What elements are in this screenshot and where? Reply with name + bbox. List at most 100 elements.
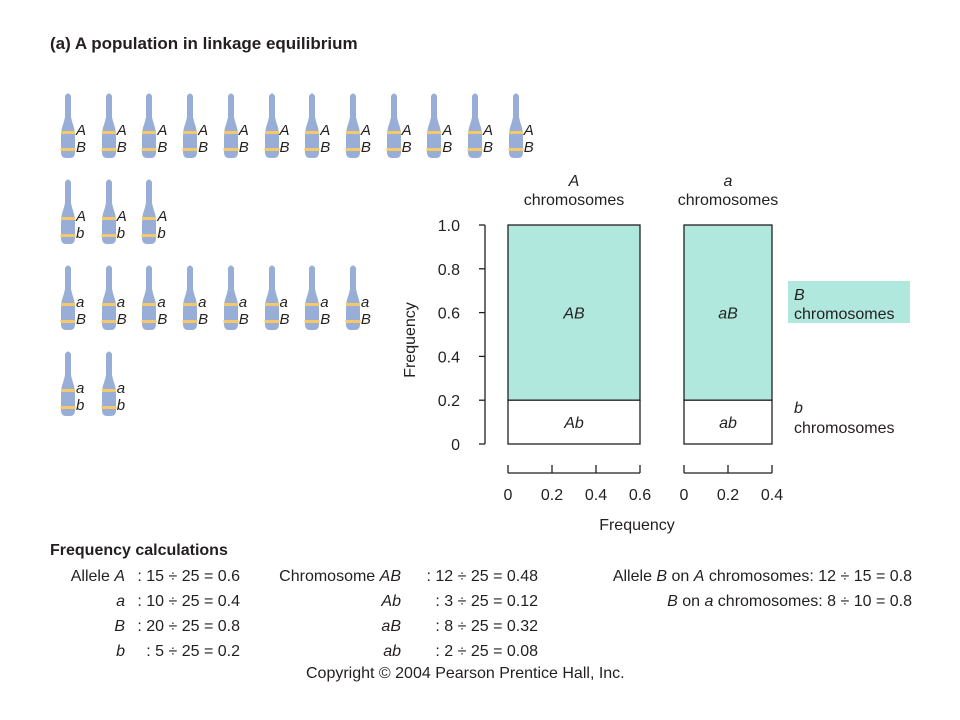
allele-top-label: a bbox=[76, 294, 85, 311]
x-tick-label: 0 bbox=[504, 487, 513, 504]
allele-top-label: A bbox=[483, 122, 494, 139]
conditional-calc: Allele B on A chromosomes: 12 ÷ 15 = 0.8 bbox=[613, 568, 912, 586]
allele-bottom-label: b bbox=[76, 225, 85, 242]
frequency-box bbox=[683, 224, 773, 401]
column-header-text: chromosomes bbox=[524, 192, 624, 209]
allele-top-label: a bbox=[157, 294, 166, 311]
allele-bottom-label: B bbox=[483, 139, 494, 156]
allele-bottom-label: B bbox=[279, 139, 290, 156]
x-axis-label: Frequency bbox=[599, 517, 675, 534]
allele-calc-label: b bbox=[116, 643, 125, 661]
allele-bottom-label: B bbox=[442, 139, 453, 156]
calc-symbol: Ab bbox=[381, 593, 401, 610]
box-label: ab bbox=[719, 415, 737, 432]
allele-bottom-label: B bbox=[198, 139, 209, 156]
allele-top-label: a bbox=[116, 380, 126, 397]
calc-expression: : 10 ÷ 25 = 0.4 bbox=[137, 593, 240, 610]
allele-bottom-label: B bbox=[279, 311, 290, 328]
allele-calc-label: B bbox=[114, 618, 125, 636]
allele-bottom-label: B bbox=[76, 311, 87, 328]
chromosome-calc-label: Chromosome AB bbox=[279, 568, 401, 586]
allele-calc-label: Allele A bbox=[71, 568, 125, 586]
frequency-box bbox=[683, 399, 773, 445]
allele-top-label: A bbox=[360, 122, 371, 139]
calc-expression: : 2 ÷ 25 = 0.08 bbox=[435, 643, 538, 660]
conditional-calc: B on a chromosomes: 8 ÷ 10 = 0.8 bbox=[667, 593, 912, 611]
allele-bottom-label: B bbox=[238, 139, 249, 156]
chromosome-calc-expr: : 3 ÷ 25 = 0.12 bbox=[435, 593, 538, 611]
calc-symbol: a bbox=[704, 593, 714, 610]
calc-symbol: A bbox=[693, 568, 705, 585]
calc-expression: : 3 ÷ 25 = 0.12 bbox=[435, 593, 538, 610]
calc-symbol: B bbox=[656, 568, 668, 585]
allele-top-label: a bbox=[198, 294, 207, 311]
allele-calc-expr: : 5 ÷ 25 = 0.2 bbox=[146, 643, 240, 661]
allele-top-label: A bbox=[157, 208, 168, 225]
calc-expression: : 8 ÷ 25 = 0.32 bbox=[435, 618, 538, 635]
allele-calc-expr: : 15 ÷ 25 = 0.6 bbox=[137, 568, 240, 586]
allele-bottom-label: b bbox=[116, 397, 126, 414]
allele-bottom-label: B bbox=[76, 139, 87, 156]
allele-top-label: a bbox=[320, 294, 329, 311]
allele-bottom-label: B bbox=[320, 139, 331, 156]
allele-top-label: A bbox=[320, 122, 331, 139]
calc-symbol: aB bbox=[381, 618, 401, 635]
allele-top-label: A bbox=[157, 122, 168, 139]
allele-top-label: A bbox=[279, 122, 290, 139]
allele-top-label: A bbox=[76, 208, 87, 225]
allele-top-label: A bbox=[116, 208, 127, 225]
allele-bottom-label: B bbox=[523, 139, 534, 156]
box-label: Ab bbox=[563, 415, 584, 432]
calc-expression: chromosomes: 12 ÷ 15 = 0.8 bbox=[704, 568, 912, 585]
allele-top-label: a bbox=[238, 294, 248, 311]
allele-top-label: A bbox=[401, 122, 412, 139]
calc-prefix: Allele bbox=[612, 568, 657, 585]
allele-bottom-label: B bbox=[238, 311, 249, 328]
x-tick-label: 0.2 bbox=[717, 487, 739, 504]
x-tick-label: 0.2 bbox=[541, 487, 563, 504]
right-label-text: chromosomes bbox=[794, 306, 894, 323]
chromosome-calc-label: aB bbox=[381, 618, 401, 636]
calc-prefix: Allele bbox=[70, 568, 115, 585]
allele-top-label: a bbox=[76, 380, 85, 397]
calc-symbol: A bbox=[114, 568, 125, 585]
allele-bottom-label: B bbox=[198, 311, 209, 328]
calc-symbol: a bbox=[116, 593, 125, 610]
allele-calc-label: a bbox=[116, 593, 125, 611]
calc-expression: : 15 ÷ 25 = 0.6 bbox=[137, 568, 240, 585]
allele-bottom-label: B bbox=[116, 139, 127, 156]
allele-calc-expr: : 10 ÷ 25 = 0.4 bbox=[137, 593, 240, 611]
column-header-text: chromosomes bbox=[678, 192, 778, 209]
right-label-text: chromosomes bbox=[794, 420, 894, 437]
calc-symbol: ab bbox=[383, 643, 401, 660]
y-tick-label: 0.6 bbox=[438, 306, 460, 323]
allele-bottom-label: B bbox=[401, 139, 412, 156]
allele-top-label: A bbox=[198, 122, 209, 139]
allele-bottom-label: b bbox=[76, 397, 85, 414]
calc-symbol: b bbox=[116, 643, 125, 660]
right-label-symbol: b bbox=[794, 400, 803, 417]
calc-expression: : 12 ÷ 25 = 0.48 bbox=[426, 568, 538, 585]
allele-bottom-label: b bbox=[116, 225, 126, 242]
column-header-symbol: A bbox=[568, 173, 580, 190]
chromosome-calc-expr: : 8 ÷ 25 = 0.32 bbox=[435, 618, 538, 636]
b-chromosomes-highlight bbox=[788, 281, 910, 323]
